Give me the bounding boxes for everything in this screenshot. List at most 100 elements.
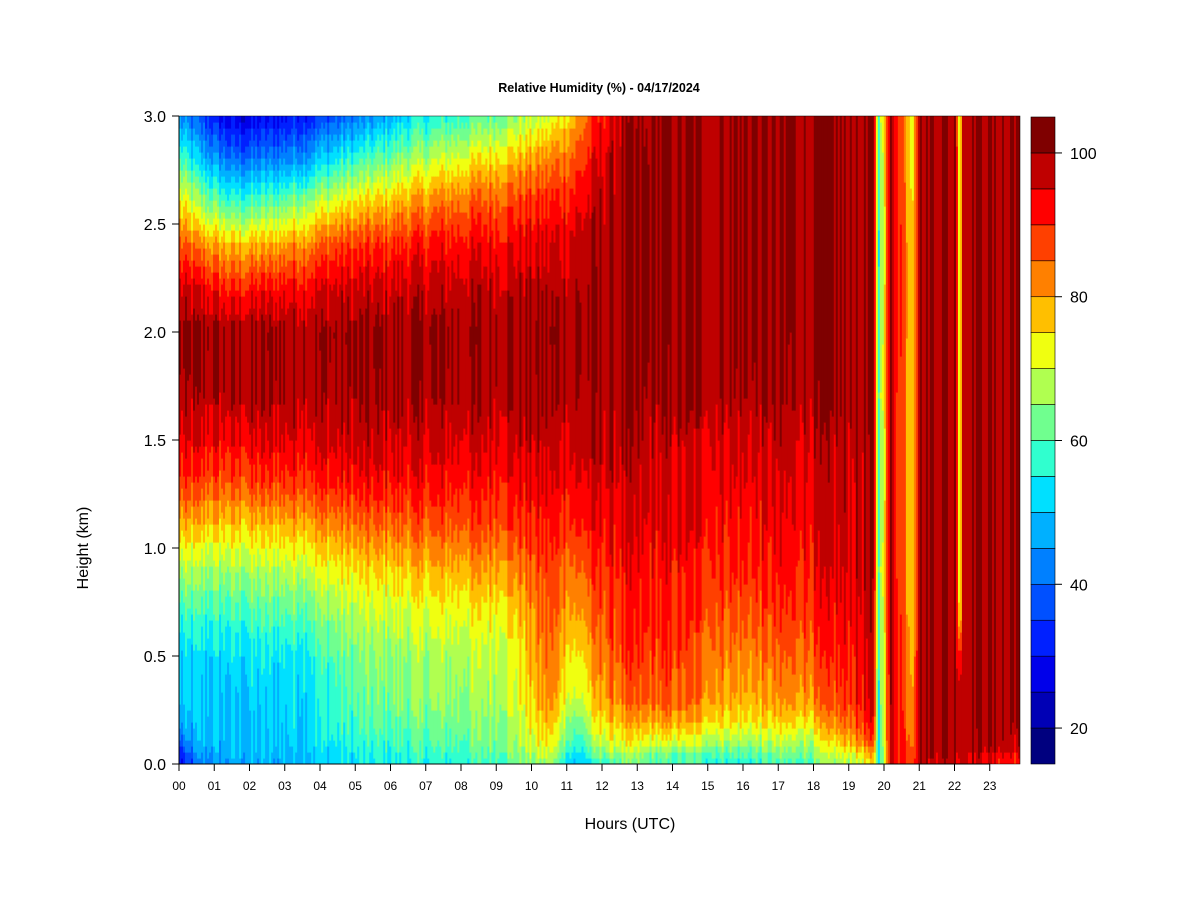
heatmap-cell — [295, 476, 298, 501]
heatmap-cell — [483, 452, 486, 501]
heatmap-cell — [729, 662, 733, 711]
heatmap-cell — [193, 158, 196, 171]
heatmap-cell — [447, 122, 450, 141]
heatmap-cell — [385, 236, 388, 261]
heatmap-cell — [663, 416, 667, 543]
heatmap-cell — [409, 116, 412, 129]
heatmap-cell — [587, 692, 591, 717]
heatmap-cell — [523, 158, 527, 177]
heatmap-cell — [501, 206, 504, 243]
heatmap-cell — [695, 722, 699, 735]
heatmap-cell — [673, 548, 677, 651]
heatmap-cell — [463, 242, 466, 285]
heatmap-cell — [543, 158, 547, 189]
heatmap-cell — [249, 464, 252, 495]
heatmap-cell — [499, 476, 502, 525]
heatmap-cell — [591, 152, 595, 213]
heatmap-cell — [487, 134, 490, 153]
heatmap-cell — [207, 326, 210, 351]
heatmap-cell — [313, 542, 316, 567]
heatmap-cell — [235, 572, 238, 603]
heatmap-cell — [461, 116, 464, 123]
heatmap-cell — [241, 176, 244, 189]
heatmap-cell — [481, 434, 484, 489]
heatmap-cell — [419, 458, 422, 501]
heatmap-cell — [527, 128, 531, 147]
heatmap-cell — [201, 176, 204, 195]
heatmap-cell — [329, 134, 332, 153]
heatmap-cell — [557, 488, 561, 549]
heatmap-cell — [561, 710, 565, 735]
heatmap-cell — [439, 260, 442, 315]
heatmap-cell — [365, 128, 368, 141]
heatmap-cell — [539, 758, 543, 764]
heatmap-cell — [189, 542, 192, 561]
heatmap-cell — [317, 482, 320, 507]
heatmap-cell — [203, 650, 206, 747]
heatmap-cell — [351, 464, 354, 495]
heatmap-cell — [661, 668, 665, 711]
heatmap-cell — [405, 662, 408, 729]
heatmap-cell — [313, 308, 316, 423]
heatmap-cell — [651, 116, 655, 459]
heatmap-cell — [347, 584, 350, 615]
heatmap-cell — [559, 128, 563, 153]
heatmap-cell — [545, 758, 549, 764]
heatmap-cell — [649, 704, 653, 723]
heatmap-cell — [203, 614, 206, 651]
heatmap-cell — [179, 170, 182, 189]
heatmap-cell — [455, 554, 458, 585]
heatmap-cell — [279, 452, 282, 483]
heatmap-cell — [217, 152, 220, 165]
heatmap-cell — [609, 758, 613, 764]
heatmap-cell — [287, 230, 290, 243]
heatmap-cell — [273, 242, 276, 255]
heatmap-cell — [461, 278, 464, 441]
heatmap-cell — [199, 614, 202, 651]
heatmap-cell — [391, 572, 394, 609]
heatmap-cell — [425, 536, 428, 561]
heatmap-cell — [277, 290, 280, 321]
heatmap-cell — [491, 440, 494, 495]
heatmap-cell — [277, 206, 280, 219]
heatmap-cell — [401, 566, 404, 597]
heatmap-cell — [179, 632, 182, 705]
heatmap-cell — [179, 518, 182, 543]
heatmap-cell — [375, 116, 378, 129]
heatmap-cell — [403, 128, 406, 147]
heatmap-cell — [521, 638, 525, 711]
heatmap-cell — [449, 422, 452, 483]
heatmap-cell — [613, 116, 617, 195]
heatmap-cell — [349, 152, 352, 165]
heatmap-cell — [465, 140, 468, 159]
heatmap-cell — [201, 242, 204, 261]
heatmap-cell — [179, 218, 182, 237]
heatmap-cell — [501, 710, 504, 753]
heatmap-cell — [203, 140, 206, 159]
heatmap-cell — [261, 194, 264, 207]
heatmap-cell — [505, 128, 508, 147]
heatmap-cell — [537, 218, 541, 267]
heatmap-cell — [571, 116, 575, 129]
heatmap-cell — [565, 644, 569, 699]
heatmap-cell — [371, 266, 374, 303]
heatmap-cell — [667, 722, 671, 735]
heatmap-cell — [203, 116, 206, 123]
heatmap-cell — [311, 524, 314, 549]
heatmap-cell — [227, 446, 230, 483]
heatmap-cell — [261, 272, 264, 291]
heatmap-cell — [247, 182, 250, 195]
heatmap-cell — [367, 122, 370, 135]
heatmap-cell — [249, 608, 252, 639]
heatmap-cell — [499, 212, 502, 243]
heatmap-cell — [257, 272, 260, 291]
heatmap-cell — [215, 404, 218, 453]
heatmap-cell — [239, 260, 242, 279]
heatmap-cell — [303, 134, 306, 153]
heatmap-cell — [475, 134, 478, 147]
heatmap-cell — [333, 338, 336, 453]
heatmap-cell — [245, 674, 248, 764]
heatmap-cell — [239, 134, 242, 153]
heatmap-cell — [383, 242, 386, 273]
heatmap-cell — [561, 752, 565, 764]
